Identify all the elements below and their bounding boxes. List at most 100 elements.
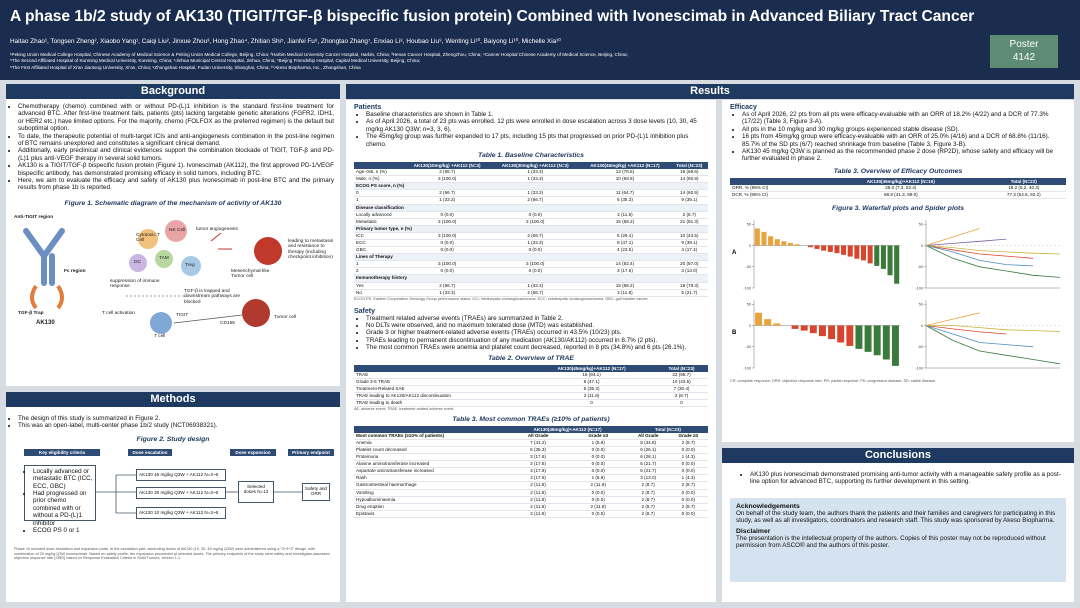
y-tick-label: -100 (743, 286, 751, 290)
authors: Haitao Zhao¹, Tongsen Zheng², Xiaobo Yan… (10, 38, 561, 45)
y-tick-label: -50 (746, 265, 752, 269)
label: Anti-TIGIT region (14, 214, 54, 220)
table-cell: 15 (88.2) (579, 218, 671, 226)
spider-line (926, 325, 1061, 332)
corner-cell (354, 364, 529, 372)
table-cell: 1 (33.3) (491, 169, 580, 177)
table-cell: ECC (354, 239, 404, 248)
bullet: AK130 45 mg/kg Q3W is planned as the rec… (742, 148, 1066, 163)
corner-cell (730, 177, 821, 185)
table-row: Vomiting 2 (11.8) 0 (0.0) 2 (8.7) 0 (0.0) (354, 489, 708, 497)
footnote: ECOG PS: Eastern Cooperative Oncology Gr… (354, 296, 649, 301)
y-tick-label: 0 (749, 244, 751, 248)
bar (891, 325, 899, 366)
bullet: Additionally, early preclinical and clin… (18, 147, 334, 162)
table-cell: 2 (8.7) (627, 481, 669, 490)
table-cell: 4 (23.5) (579, 246, 671, 255)
bar (855, 325, 863, 349)
table-cell: 22 (95.7) (655, 371, 708, 379)
table-cell: 8 (47.1) (528, 378, 656, 386)
table-cell: 2 (66.7) (403, 189, 492, 198)
table-row: Male, n (%) 3 (100.0) 1 (33.3) 10 (58.8) 14 … (354, 175, 708, 184)
table-row: TRAE leading to death 0 0 (354, 399, 708, 408)
bullet: No DLTs were observed, and no maximum to… (366, 322, 708, 329)
table-cell: 1 (5.9) (568, 439, 628, 448)
label: NK Cell (169, 227, 186, 233)
table-cell: TRAE leading to death (354, 399, 529, 408)
table-row: Gastrointestinal haemorrhage 2 (11.8) 2 (1… (354, 481, 708, 490)
subheader-cell: Most common TRAEs (≥10% of patients) (354, 432, 508, 440)
bullet: ECOG PS 0 or 1 (33, 527, 93, 534)
table-cell: 9 (39.1) (670, 239, 708, 248)
design-header: Dose escalation (128, 448, 172, 456)
bar (874, 245, 880, 266)
footnote: Phase 1b included dose escalation and ex… (14, 546, 330, 561)
bar (818, 325, 826, 337)
table-cell: 9 (39.1) (670, 196, 708, 205)
table-cell: Alanine aminotransferase increased (354, 460, 508, 469)
header-row: AK130(45mg/kg)+AK112 (N=16) Total (N=22) (730, 177, 1066, 185)
table-cell: 0 (0.0) (568, 510, 628, 518)
table-cell: 0 (0.0) (568, 453, 628, 462)
bar (854, 245, 860, 259)
bar (807, 245, 813, 248)
table-cell: 10 (58.8) (579, 175, 671, 184)
label: TGF-β is trapped and downstream pathways… (184, 288, 240, 305)
table-cell: 2 (11.8) (528, 392, 656, 400)
table-caption: Table 3. Overview of Efficacy Outcomes (833, 167, 963, 175)
poster-label: Poster (1009, 39, 1039, 50)
poster-number: 4142 (1012, 52, 1036, 63)
bar (864, 325, 872, 352)
table-row: Drug eruption 2 (11.8) 2 (11.8) 2 (8.7) 2 (8… (354, 503, 708, 511)
affiliation-line: ⁵The Second Affiliated Hospital of Kunmi… (10, 58, 421, 64)
subheading: Safety (354, 307, 376, 315)
figure2-arrows (96, 474, 302, 514)
y-tick-label: 50 (919, 303, 923, 307)
table-cell: 2 (11.8) (507, 481, 569, 490)
table-cell: No (354, 289, 404, 297)
bar (834, 245, 840, 254)
table-cell: Metastatic (354, 218, 404, 226)
table-cell: 2 (11.8) (507, 503, 569, 511)
table-row: Disease classification (354, 204, 708, 212)
table-cell: 0 (0.0) (403, 246, 492, 255)
table-cell: 0 (0.0) (491, 211, 580, 219)
column-header: Total (N=22) (981, 177, 1066, 185)
endpoint-box: Safety and ORR (302, 482, 330, 501)
spider-line (925, 325, 1061, 365)
table-cell: Yes (354, 282, 404, 290)
label: tumor angiogenesis (196, 226, 238, 232)
bullet: AK130 plus ivonescimab demonstrated prom… (750, 471, 1066, 486)
table-cell: Vomiting (354, 489, 508, 497)
label: Treg (185, 262, 195, 268)
panel-label: A (732, 250, 737, 256)
table-row: Yes 2 (66.7) 1 (33.3) 15 (88.2) 18 (78.3) (354, 282, 708, 290)
bar (841, 245, 847, 255)
table-cell: 0 (0.0) (403, 267, 492, 276)
bar (880, 245, 886, 269)
column-header: Total (N=23) (655, 364, 708, 372)
bar (887, 245, 893, 276)
subheading: Acknowledgements (736, 502, 800, 510)
bar (821, 245, 827, 251)
table-cell: 3 (17.6) (507, 474, 569, 483)
bullet: This was an open-label, multi-center pha… (18, 422, 340, 429)
table-cell: 10 (43.5) (670, 232, 708, 240)
table-cell: 3 (17.6) (579, 267, 671, 276)
table-cell: 7 (41.2) (507, 439, 569, 448)
table-cell: 5 (29.4) (579, 232, 671, 240)
bar (787, 242, 794, 246)
bar (794, 244, 800, 246)
bullet-list: AK130 plus ivonescimab demonstrated prom… (730, 471, 1066, 486)
label: TIGIT (176, 312, 189, 318)
spider-line (925, 325, 1007, 335)
figure-caption: Figure 2. Study design (136, 435, 210, 443)
table-cell: Grade 3-5 TRAE (354, 378, 529, 386)
bullet: To date, the therapeutic potential of mu… (18, 133, 334, 148)
spider-line (925, 228, 980, 246)
label: suppression of immune response (110, 278, 160, 290)
table-cell: Primary tumor type, n (%) (354, 225, 708, 233)
bullet-list: Treatment related adverse events (TRAEs)… (354, 315, 708, 352)
